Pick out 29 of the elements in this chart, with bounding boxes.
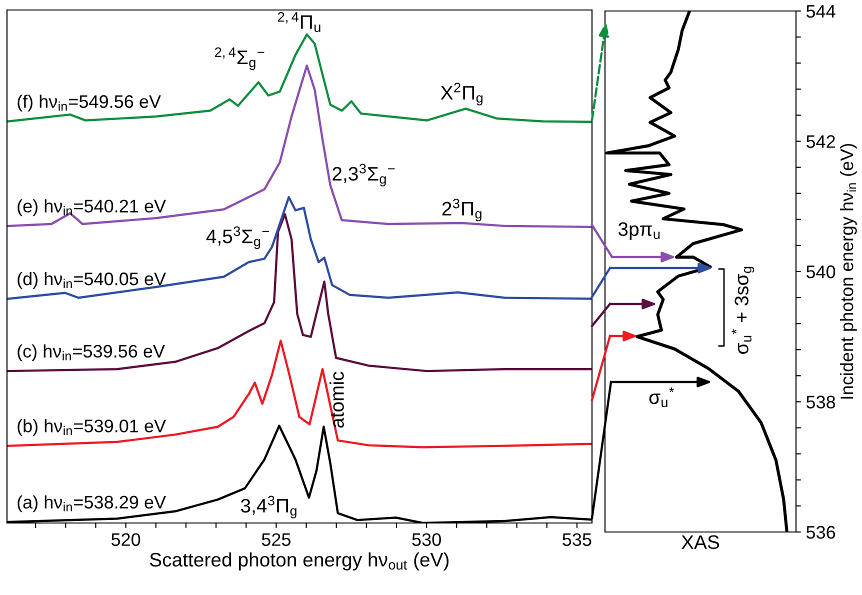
annotation: 2,3$^{3}$Σ$_{g}$$^{−}$ [332,164,395,186]
series-label: (b) hν$_{in}$=539.01 eV [18,419,166,436]
x-axis-title: XAS [681,535,720,550]
y-tick-label: 536 [806,526,836,539]
series-label: (e) hν$_{in}$=540.21 eV [18,199,166,216]
y-tick-label: 542 [806,135,835,148]
annotation: 2$^{3}$Π$_{g}$ [442,198,482,222]
annotation: 3,4$^{3}$Π$_{g}$ [240,496,296,518]
y-tick-label: 544 [806,5,836,18]
annotation: 4,5$^{3}$Σ$_{g}$$^{−}$ [206,226,269,249]
series-label: (a) hν$_{in}$=538.29 eV [18,495,166,512]
y-tick-label: 540 [806,265,836,278]
annotation: σ$_{u}$$^{*}$ + 3sσ$_{g}$ [732,266,754,354]
x-tick-label: 525 [262,533,290,546]
annotation: atomic [330,372,344,428]
x-axis-title: Scattered photon energy hν$_{out}$ (eV) [150,552,449,570]
text: $^{2,4}$Π$_{u}$ [278,12,320,32]
y-axis-title: Incident photon energy hν$_{in}$ (eV) [840,144,857,399]
y-tick-label: 538 [806,396,836,408]
x-tick-label: 520 [111,533,140,546]
x-tick-label: 530 [412,533,441,546]
annotation: X$^{2}$Π$_{g}$ [440,82,482,106]
series-label: (d) hν$_{in}$=540.05 eV [18,272,166,289]
annotation: 3pπ$_{u}$ [618,222,660,240]
x-tick-label: 535 [562,533,592,546]
annotation: $^{2,4}$Σ$_{g}$$^{−}$ [215,47,264,70]
series-label: (f) hν$_{in}$=549.56 eV [18,94,161,112]
series-label: (c) hν$_{in}$=539.56 eV [18,344,165,362]
annotation: σ$_{u}$$^{*}$ [649,387,674,408]
